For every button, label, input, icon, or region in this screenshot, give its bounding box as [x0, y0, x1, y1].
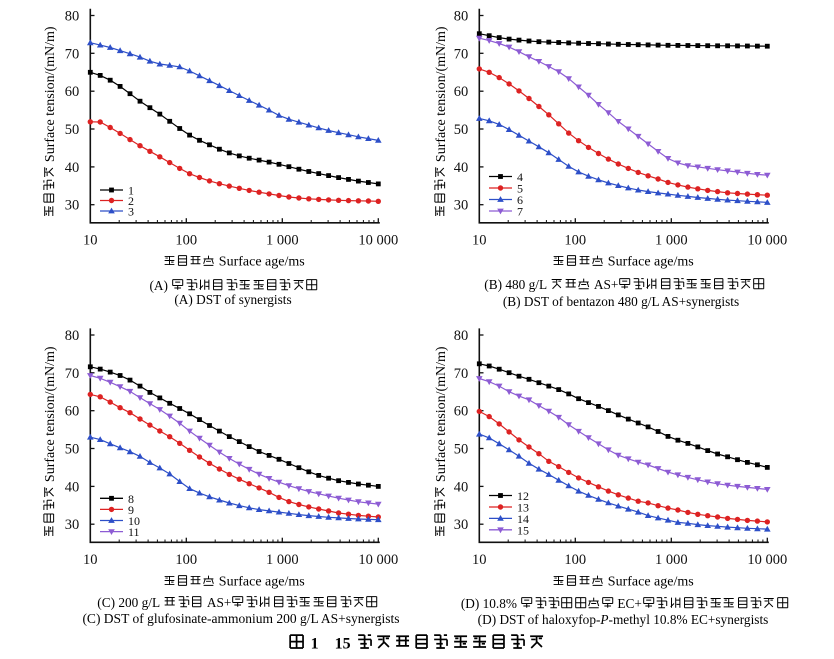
- svg-text:9: 9: [128, 503, 134, 517]
- svg-text:5: 5: [517, 182, 523, 196]
- svg-text:4: 4: [517, 170, 523, 184]
- svg-text:30: 30: [454, 517, 469, 533]
- svg-text:30: 30: [65, 517, 80, 533]
- svg-text:10 000: 10 000: [747, 552, 787, 568]
- svg-text:10 000: 10 000: [747, 232, 787, 248]
- svg-text:70: 70: [454, 366, 469, 382]
- svg-text:10: 10: [128, 514, 140, 528]
- svg-text:3: 3: [128, 205, 134, 219]
- svg-text:100: 100: [564, 232, 586, 248]
- svg-text:1 000: 1 000: [266, 552, 299, 568]
- svg-text:10 000: 10 000: [358, 552, 398, 568]
- svg-text:8: 8: [128, 492, 134, 506]
- svg-text:40: 40: [65, 160, 80, 176]
- svg-text:10: 10: [83, 552, 98, 568]
- svg-text:60: 60: [454, 84, 469, 100]
- svg-text:40: 40: [65, 479, 80, 495]
- svg-text:15: 15: [517, 523, 529, 537]
- svg-text:30: 30: [65, 198, 80, 214]
- svg-text:7: 7: [517, 205, 523, 219]
- svg-text:50: 50: [454, 122, 469, 138]
- svg-text:100: 100: [175, 232, 197, 248]
- svg-text:10: 10: [83, 232, 98, 248]
- svg-text:1 000: 1 000: [655, 232, 688, 248]
- svg-text:80: 80: [454, 9, 469, 25]
- svg-text:1 000: 1 000: [266, 232, 299, 248]
- svg-text:2: 2: [128, 194, 134, 208]
- svg-text:50: 50: [65, 122, 80, 138]
- svg-text:100: 100: [564, 552, 586, 568]
- svg-text:40: 40: [454, 160, 469, 176]
- svg-text:1 000: 1 000: [655, 552, 688, 568]
- svg-text:30: 30: [454, 198, 469, 214]
- svg-text:70: 70: [65, 46, 80, 62]
- svg-text:40: 40: [454, 479, 469, 495]
- svg-text:10: 10: [472, 552, 487, 568]
- svg-text:80: 80: [65, 9, 80, 25]
- svg-text:80: 80: [454, 328, 469, 344]
- svg-text:13: 13: [517, 501, 529, 515]
- svg-text:60: 60: [65, 404, 80, 420]
- svg-text:11: 11: [128, 525, 140, 539]
- svg-text:10: 10: [472, 232, 487, 248]
- svg-text:10 000: 10 000: [358, 232, 398, 248]
- svg-text:14: 14: [517, 512, 529, 526]
- svg-text:50: 50: [65, 442, 80, 458]
- svg-text:60: 60: [454, 404, 469, 420]
- svg-text:1: 1: [128, 184, 134, 198]
- svg-text:12: 12: [517, 489, 529, 503]
- svg-text:70: 70: [454, 46, 469, 62]
- svg-text:80: 80: [65, 328, 80, 344]
- svg-text:6: 6: [517, 193, 523, 207]
- svg-text:100: 100: [175, 552, 197, 568]
- svg-text:60: 60: [65, 84, 80, 100]
- svg-text:50: 50: [454, 442, 469, 458]
- svg-text:70: 70: [65, 366, 80, 382]
